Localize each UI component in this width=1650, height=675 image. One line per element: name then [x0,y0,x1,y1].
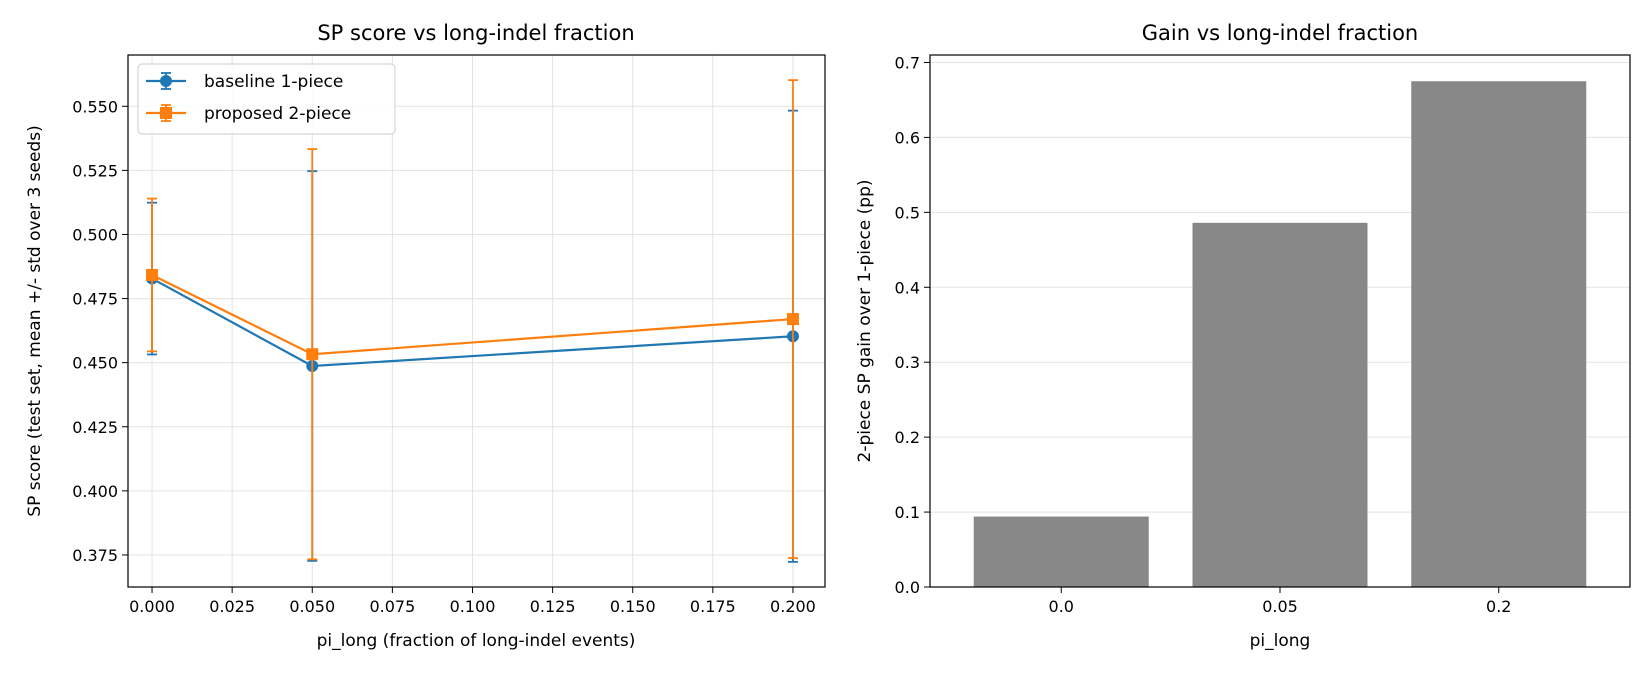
chart-title: SP score vs long-indel fraction [317,21,634,45]
series-layer [146,79,799,563]
data-point [786,313,799,326]
y-axis-label: 2-piece SP gain over 1-piece (pp) [855,180,875,463]
chart-title: Gain vs long-indel fraction [1142,21,1418,45]
bar [1192,222,1368,587]
x-tick-label: 0.175 [690,597,736,616]
legend-marker-square [160,107,172,119]
y-tick-label: 0.450 [72,354,118,373]
y-tick-label: 0.500 [72,225,118,244]
x-tick-label: 0.0 [1049,597,1074,616]
tick-layer: 0.000 0.025 0.050 0.075 0.100 0.125 0.150 0.175… [72,97,816,616]
y-tick-label: 0.550 [72,97,118,116]
x-axis-label: pi_long (fraction of long-indel events) [317,631,636,651]
x-tick-label: 0.05 [1262,597,1298,616]
sp-score-chart: SP score vs long-indel fraction 0.000 0.0… [25,21,826,651]
y-tick-label: 0.400 [72,482,118,501]
x-tick-label: 0.075 [369,597,415,616]
plot-frame [127,54,826,588]
legend-label: proposed 2-piece [204,104,351,124]
x-tick-label: 0.125 [530,597,576,616]
x-tick-label: 0.050 [289,597,335,616]
bar-layer [973,81,1587,588]
x-tick-label: 0.100 [450,597,496,616]
x-tick-label: 0.200 [770,597,816,616]
legend-label: baseline 1-piece [204,72,343,92]
bar [973,516,1149,587]
legend-item-baseline: baseline 1-piece [146,72,343,92]
y-tick-label: 0.2 [895,428,920,447]
y-tick-label: 0.425 [72,418,118,437]
x-axis-label: pi_long [1250,631,1311,651]
y-tick-label: 0.375 [72,546,118,565]
y-axis-label: SP score (test set, mean +/- std over 3 … [25,125,45,516]
tick-layer: 0.0 0.1 0.2 0.3 0.4 0.5 0.6 0.7 0.0 0.05 0.2 [895,53,1512,616]
data-point [146,268,159,281]
y-tick-label: 0.7 [895,53,920,72]
bar [1411,81,1587,588]
x-tick-label: 0.150 [610,597,656,616]
legend: baseline 1-piece proposed 2-piece [137,63,396,135]
x-tick-label: 0.025 [209,597,255,616]
y-tick-label: 0.4 [895,278,920,297]
y-tick-label: 0.3 [895,353,920,372]
legend-item-proposed: proposed 2-piece [146,104,351,124]
x-tick-label: 0.000 [129,597,175,616]
legend-box [137,63,396,135]
gain-chart: Gain vs long-indel fraction 0.0 0.1 0.2 0.3… [855,21,1631,651]
y-tick-label: 0.0 [895,578,920,597]
y-tick-label: 0.475 [72,290,118,309]
legend-marker-circle [160,75,172,87]
series-proposed [146,79,799,561]
y-tick-label: 0.5 [895,203,920,222]
grid [128,55,825,587]
data-point [306,348,319,361]
x-tick-label: 0.2 [1486,597,1511,616]
y-tick-label: 0.6 [895,128,920,147]
y-tick-label: 0.525 [72,161,118,180]
y-tick-label: 0.1 [895,503,920,522]
